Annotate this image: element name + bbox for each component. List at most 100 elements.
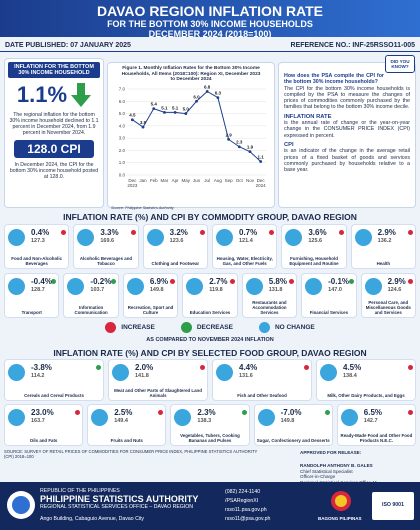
cpi: 138.4 — [343, 373, 357, 379]
change-indicator — [348, 279, 354, 284]
rate: 3.3% — [100, 228, 119, 237]
section-title: INFLATION RATE (%) AND CPI BY SELECTED F… — [53, 348, 367, 358]
change-indicator — [75, 410, 81, 415]
cpi: 138.3 — [197, 418, 212, 424]
change-indicator — [200, 365, 205, 370]
group-name: Health — [376, 261, 391, 266]
legend-label: NO CHANGE — [274, 324, 315, 332]
cpi: 131.8 — [268, 287, 283, 293]
group-name: Transport — [21, 310, 42, 315]
card: 3.3% 169.6 Alcoholic Beverages and Tobacco — [73, 224, 139, 269]
period: DECEMBER 2024 (2018=100) — [148, 29, 272, 39]
answer: The CPI for the bottom 30% income househ… — [284, 85, 410, 111]
point — [195, 99, 198, 103]
icon — [77, 229, 95, 246]
data-label: 2.9 — [225, 132, 232, 137]
highlight-panel: INFLATION FOR THE BOTTOM 30% INCOME HOUS… — [4, 58, 104, 208]
phone: (082) 224-1140 — [225, 489, 261, 495]
section-title: INFLATION RATE (%) AND CPI BY COMMODITY … — [63, 212, 357, 222]
icon — [8, 278, 25, 295]
subtitle: FOR THE BOTTOM 30% INCOME HOUSEHOLDS — [107, 19, 313, 29]
inflation-value: 1.1% — [16, 82, 68, 107]
point — [184, 111, 188, 115]
y-tick-label: 2.0 — [119, 147, 126, 152]
icon — [8, 229, 25, 246]
card: 5.8% 131.8 Restaurants and Accommodation S… — [241, 273, 298, 318]
group-name: Information Communication — [74, 305, 108, 315]
cpi: 114.2 — [31, 373, 45, 379]
group-name: Clothing and Footwear — [151, 261, 200, 266]
card: 23.0% 163.7 Oils and Fats — [4, 404, 84, 446]
y-tick-label: 3.0 — [119, 135, 126, 140]
rate: 4.5% — [343, 363, 362, 372]
x-tick-label: Jul — [204, 178, 210, 183]
icon — [305, 278, 323, 295]
x-tick-label: Aug — [214, 178, 223, 183]
chart-title: Figure 1. Monthly Inflation Rates for th… — [121, 66, 261, 82]
change-indicator — [407, 230, 413, 235]
term: CPI — [284, 141, 294, 148]
icon — [354, 229, 372, 246]
card: 0.4% 127.3 Food and Non-Alcoholic Beverage… — [4, 224, 70, 269]
change-indicator — [304, 365, 309, 370]
rate: 6.9% — [149, 277, 169, 286]
card: -0.4% 128.7 Transport — [4, 273, 60, 318]
date-published: DATE PUBLISHED: 07 JANUARY 2025 — [5, 42, 131, 49]
icon — [8, 364, 25, 381]
email[interactable]: rsso11@psa.gov.ph — [225, 516, 271, 522]
title: DAVAO REGION INFLATION RATE — [96, 3, 324, 19]
x-tick-label: Sep — [225, 178, 234, 183]
cpi-value: 128.0 — [27, 142, 58, 156]
legend-swatch — [180, 322, 192, 333]
point — [259, 159, 263, 163]
change-indicator — [324, 410, 330, 415]
change-indicator — [338, 230, 344, 235]
legend-swatch — [105, 322, 117, 333]
website[interactable]: rsso11.psa.gov.ph — [225, 507, 267, 513]
term: INFLATION RATE — [284, 113, 332, 120]
republic: REPUBLIC OF THE PHILIPPINES — [40, 488, 120, 494]
x-tick-label: Apr — [172, 178, 180, 183]
point — [227, 137, 230, 141]
rate: 2.5% — [114, 408, 133, 417]
group-name: Education Services — [189, 310, 231, 315]
cpi-box: 128.0 CPI — [14, 140, 94, 158]
icon — [364, 278, 382, 295]
rate: 2.3% — [197, 408, 216, 417]
cpi: 103.7 — [90, 287, 105, 293]
change-indicator — [96, 365, 101, 370]
data-label: 5.1 — [172, 105, 179, 110]
cpi: 149.4 — [114, 418, 128, 424]
x-tick-label: Oct — [236, 178, 244, 183]
x-tick-label: Dec 2024 — [256, 178, 267, 188]
icon — [245, 278, 263, 295]
facebook[interactable]: /PSARegionXI — [225, 498, 259, 504]
icon — [112, 364, 129, 381]
rate: -7.0% — [280, 408, 302, 417]
bagong: BAGONG PILIPINAS — [318, 516, 362, 521]
group-name: Furnishing, Household Equipment and Rout… — [289, 256, 339, 266]
x-tick-label: Jun — [193, 178, 201, 183]
y-tick-label: 1.0 — [119, 160, 126, 165]
cpi: 147.0 — [328, 287, 342, 293]
cpi: 119.8 — [209, 287, 223, 293]
data-label: 5.4 — [151, 101, 158, 106]
card: -3.8% 114.2 Cereals and Cereal Products — [4, 359, 104, 401]
rate: 23.0% — [31, 408, 54, 417]
position: Chief Statistical Specialist — [300, 468, 353, 474]
change-indicator — [229, 279, 235, 284]
iso-badge: ISO 9001 — [372, 492, 414, 520]
group-name: Restaurants and Accommodation Services — [252, 300, 287, 315]
header: DAVAO REGION INFLATION RATE FOR THE BOTT… — [0, 0, 420, 39]
legend-label: DECREASE — [196, 324, 233, 332]
group-name: Fruits and Nuts — [110, 438, 143, 443]
data-label: 5.1 — [161, 105, 168, 110]
cpi: 127.3 — [31, 238, 45, 244]
x-tick-label: May — [182, 178, 191, 183]
cpi: 124.6 — [387, 287, 402, 293]
card: -7.0% 149.8 Sugar, Confectionery and Desse… — [253, 404, 333, 446]
point — [152, 106, 156, 110]
card: 0.7% 121.4 Housing, Water, Electricity, Ga… — [212, 224, 278, 269]
rate: 2.9% — [387, 277, 406, 286]
x-tick-label: Mar — [161, 178, 169, 183]
